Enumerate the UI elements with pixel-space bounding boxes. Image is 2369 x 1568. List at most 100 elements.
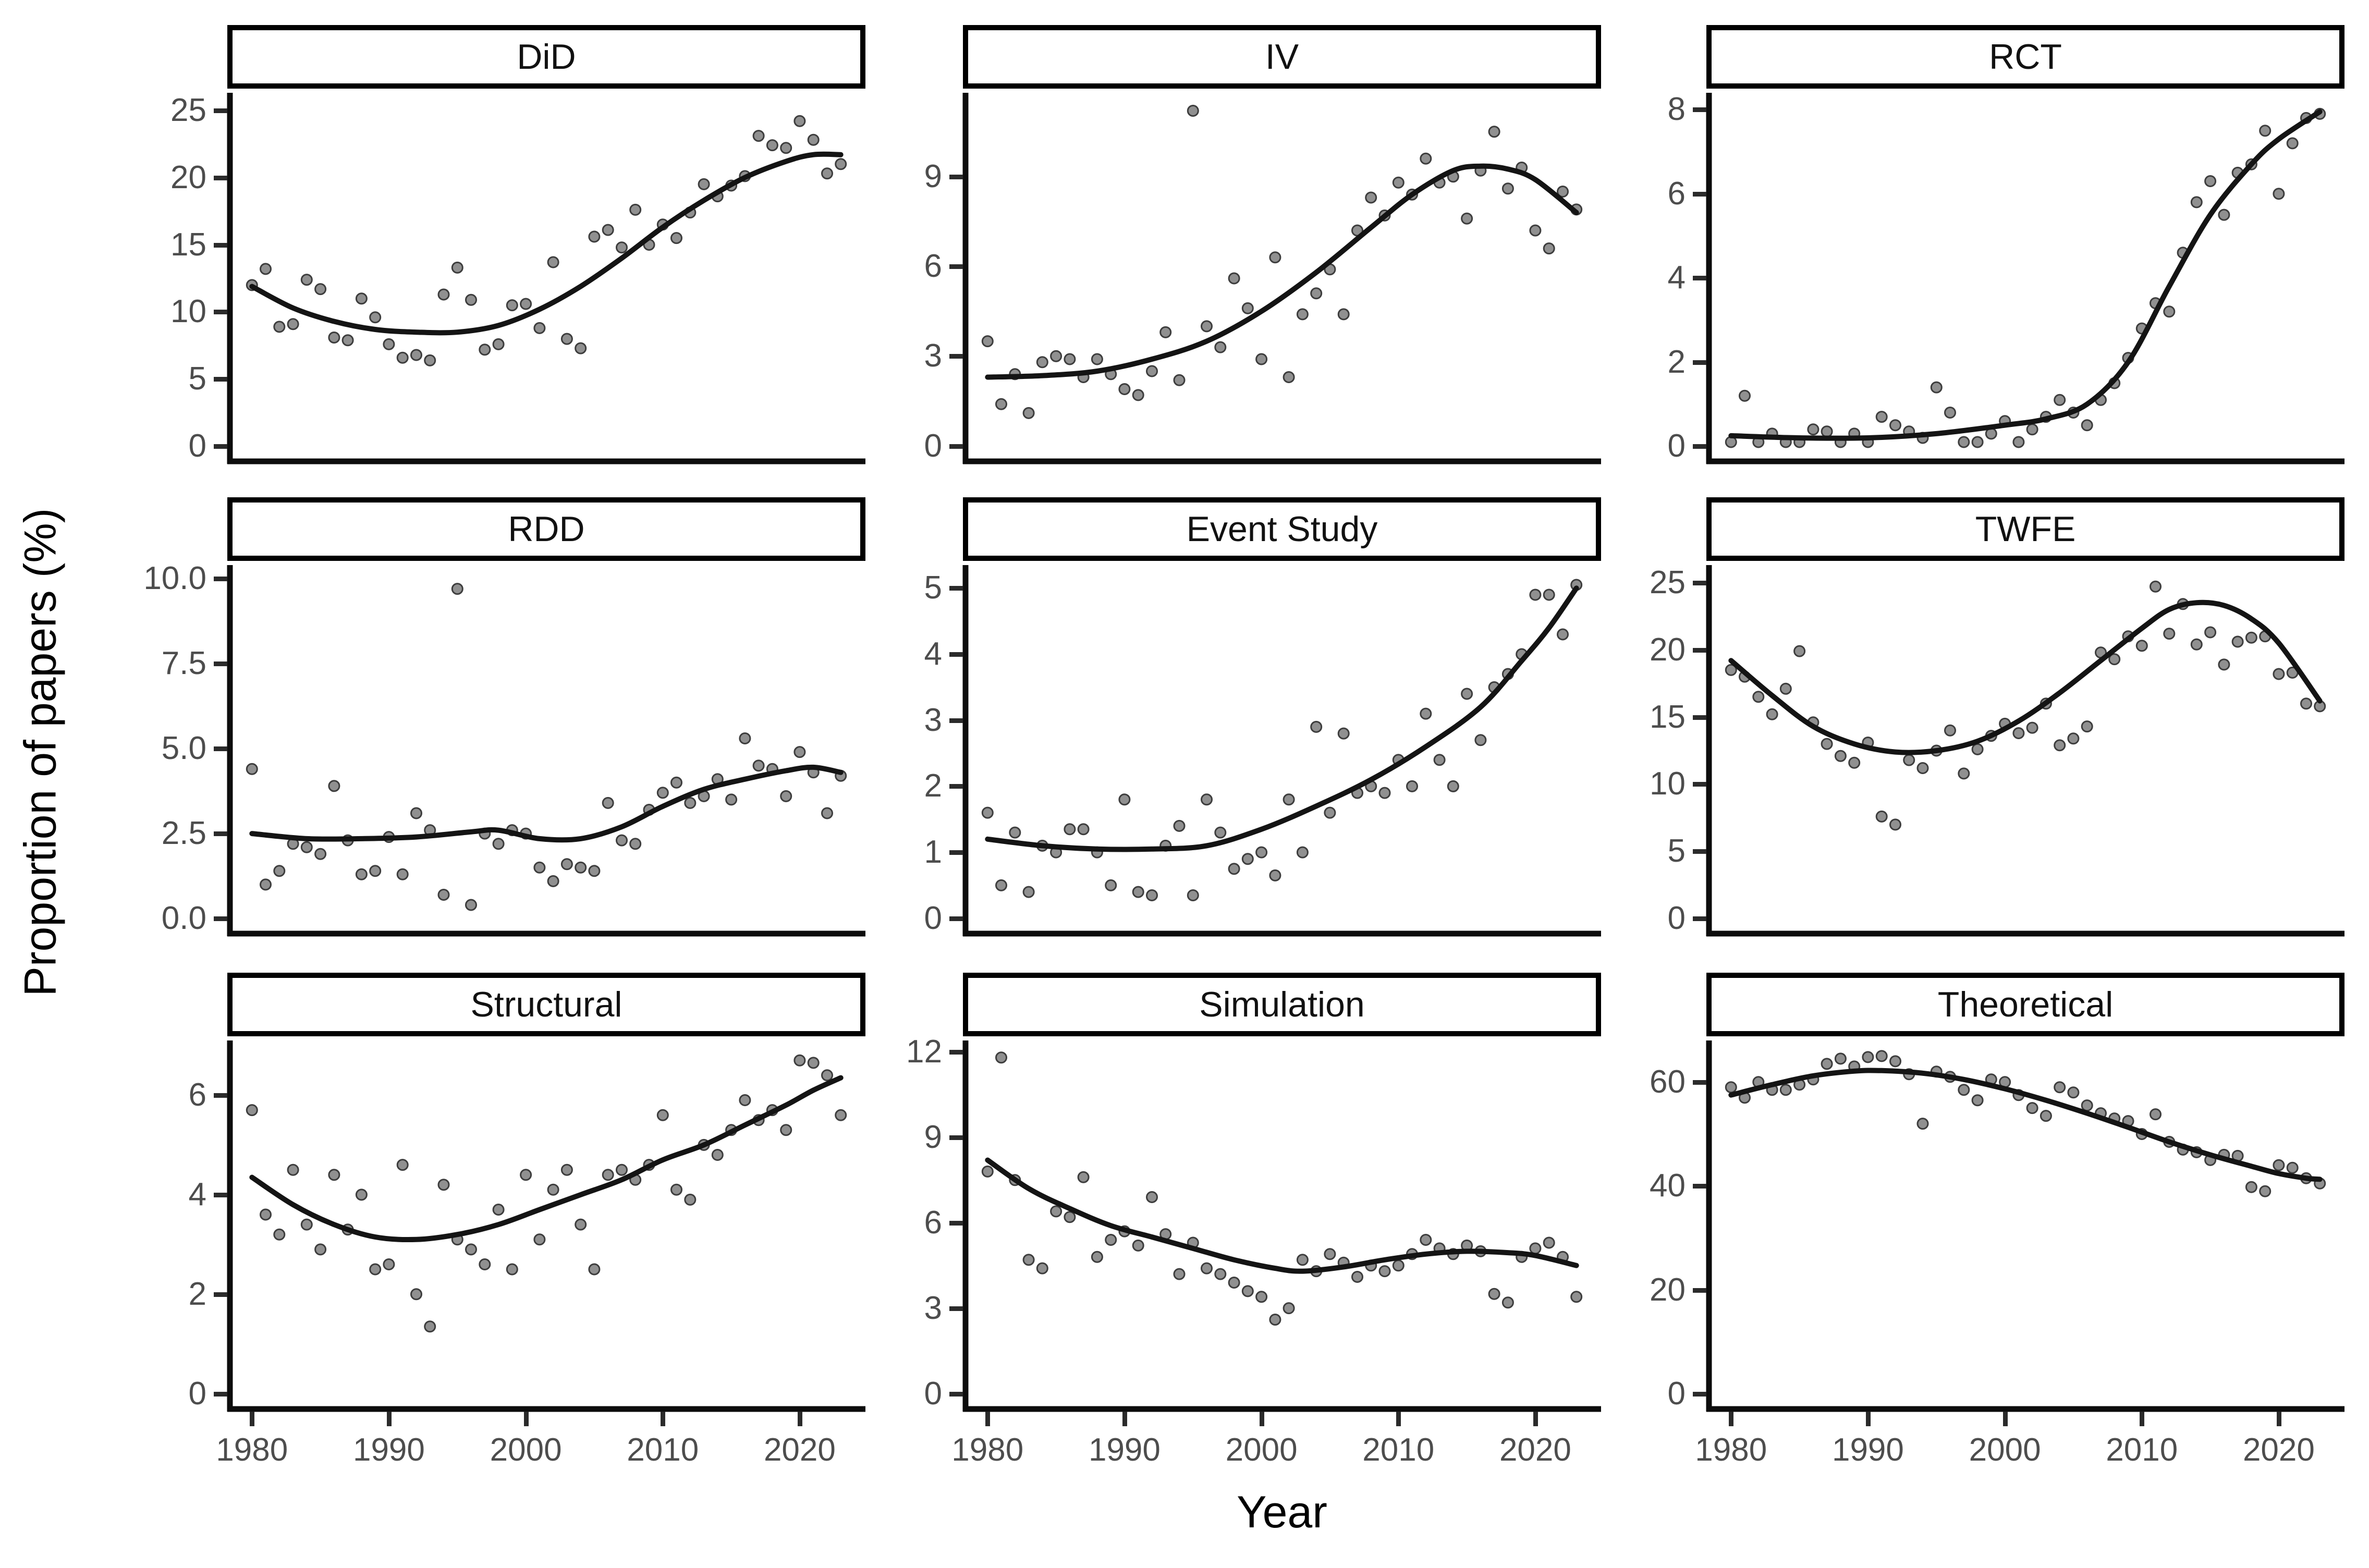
data-point [479,1258,491,1270]
loess-curve [985,585,1579,852]
y-tick-mark [214,831,227,837]
data-point [1146,365,1158,377]
x-tick-label: 1980 [216,1432,288,1468]
facet-title: IV [1265,37,1299,77]
data-point [1201,793,1213,806]
data-point [575,861,587,874]
data-point [602,797,614,809]
data-point [1821,425,1833,438]
y-axis-title: Proportion of papers (%) [15,508,66,997]
data-point [1779,1084,1792,1096]
data-point [835,1109,847,1121]
y-tick-mark [949,784,963,789]
data-point [1228,863,1240,875]
data-point [1337,727,1350,740]
data-point [2150,1108,2162,1121]
data-point [260,1208,272,1221]
data-point [1779,682,1792,695]
data-point [1241,853,1254,865]
y-tick-mark [1693,1080,1706,1085]
y-tick-mark [1693,107,1706,113]
data-point [2204,626,2217,639]
data-point [1269,251,1281,264]
data-point [739,732,751,744]
y-tick-mark [1693,1184,1706,1189]
y-tick-mark [214,242,227,248]
x-tick-label: 1980 [951,1432,1024,1468]
data-point [1324,806,1336,819]
y-tick-label: 2 [1667,344,1686,380]
data-point [1461,212,1473,225]
data-point [1269,869,1281,881]
data-point [1064,353,1076,365]
y-tick-label: 6 [924,1204,942,1241]
data-point [1310,720,1323,733]
data-point [1118,793,1131,806]
y-tick-label: 0 [924,1375,942,1412]
y-tick-label: 2.5 [161,815,206,852]
data-point [273,1228,286,1241]
data-point [1543,1236,1555,1249]
y-tick-label: 10.0 [143,560,206,597]
data-point [1351,1271,1363,1283]
y-tick-label: 2 [924,768,942,804]
data-point [355,1189,368,1201]
data-point [560,858,573,871]
y-tick-label: 5 [1667,833,1686,869]
x-tick-mark [2140,1412,2145,1426]
data-point [2218,209,2230,221]
y-tick-mark [214,175,227,180]
data-point [1971,1094,1984,1107]
data-point [2081,419,2093,432]
y-tick-label: 1 [924,834,942,871]
data-point [314,283,327,296]
data-point [616,1163,628,1176]
data-point [1958,436,1970,448]
data-point [1050,1205,1063,1218]
data-point [821,167,833,180]
data-point [766,139,778,152]
data-point [1834,1052,1847,1065]
data-point [1447,780,1459,792]
data-point [752,760,765,772]
y-tick-label: 0 [188,1375,206,1412]
data-point [2259,125,2272,137]
loess-curve [249,764,844,843]
data-point [1214,1268,1227,1280]
data-point [616,834,628,847]
data-point [1091,353,1103,365]
data-point [465,293,477,306]
x-tick-mark [1396,1412,1401,1426]
data-point [1420,1234,1432,1246]
y-tick-mark [949,652,963,657]
y-tick-label: 25 [170,92,206,128]
facet-strip-rdd: RDD [227,497,865,561]
y-tick-label: 15 [1650,699,1686,735]
y-tick-label: 20 [170,159,206,195]
data-point [437,889,450,901]
data-point [1488,1288,1500,1300]
data-point [1296,846,1309,859]
y-tick-mark [949,444,963,449]
data-point [684,797,697,809]
data-point [410,1288,422,1301]
y-tick-mark [214,1292,227,1297]
y-tick-mark [949,718,963,723]
data-point [410,807,422,819]
facet-title: Theoretical [1937,985,2114,1024]
data-point [2012,436,2025,448]
data-point [1064,1211,1076,1223]
facet-title: DiD [517,37,576,77]
data-point [1543,589,1555,601]
loess-curve [249,151,844,336]
data-point [2054,394,2066,406]
data-point [396,1159,409,1171]
data-point [2286,137,2299,150]
data-point [793,1054,806,1067]
data-point [670,232,682,244]
y-tick-label: 3 [924,338,942,374]
data-point [995,398,1007,410]
facet-panel-did [227,93,865,464]
data-point [1821,738,1833,750]
data-point [1392,1259,1405,1272]
